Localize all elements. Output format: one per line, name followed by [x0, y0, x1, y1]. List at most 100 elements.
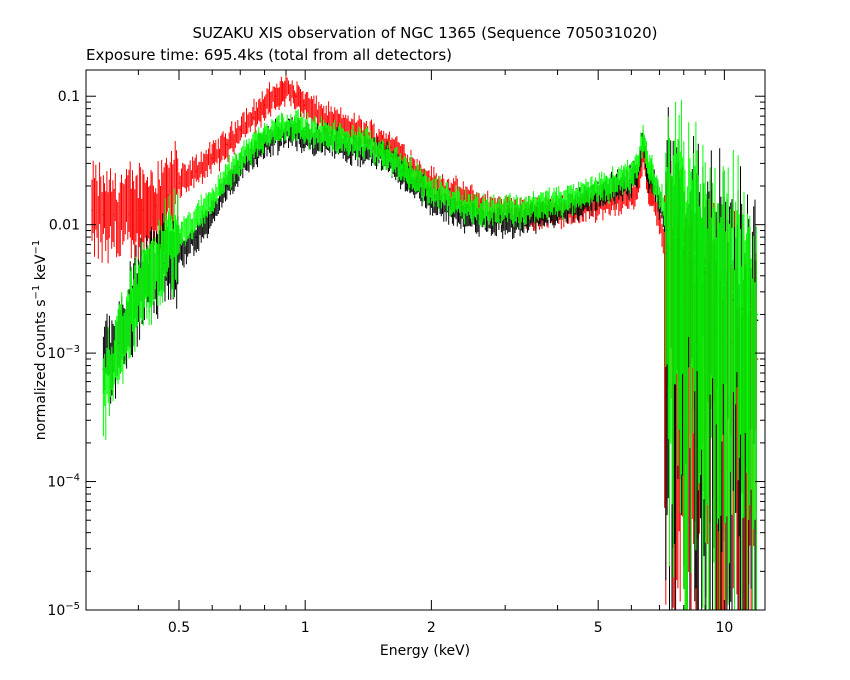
data-point	[521, 218, 524, 221]
y-axis-label: normalized counts s−1 keV−1	[31, 240, 49, 441]
data-point	[478, 205, 480, 207]
data-point	[723, 284, 726, 286]
data-point	[504, 209, 507, 211]
data-point	[365, 149, 368, 151]
x-tick-label: 0.5	[168, 620, 190, 636]
data-point	[226, 185, 228, 187]
plot-frame	[85, 69, 766, 611]
data-point	[352, 140, 354, 142]
y-axis-label-exp1: −1	[31, 285, 42, 300]
y-tick-label: 10−3	[47, 344, 80, 362]
data-point	[226, 175, 228, 177]
data-point	[163, 252, 165, 254]
data-point	[118, 352, 120, 354]
data-point	[756, 319, 759, 322]
data-point	[658, 194, 661, 196]
chart-subtitle: Exposure time: 695.4ks (total from all d…	[86, 46, 452, 64]
data-point	[666, 218, 668, 221]
data-point	[285, 123, 287, 126]
data-point	[378, 149, 380, 151]
data-point	[756, 358, 759, 360]
data-point	[636, 166, 639, 168]
data-point	[521, 209, 524, 211]
y-tick-label: 0.1	[58, 89, 80, 105]
data-point	[263, 136, 266, 138]
data-point	[463, 205, 466, 207]
data-point	[321, 116, 324, 119]
data-point	[365, 143, 368, 146]
data-point	[239, 128, 242, 131]
data-point	[102, 391, 105, 393]
data-point	[421, 182, 423, 185]
data-point	[252, 116, 254, 119]
data-point	[556, 201, 559, 203]
data-point	[378, 140, 380, 142]
data-point	[295, 95, 297, 97]
data-point	[447, 197, 450, 200]
data-point	[166, 194, 169, 196]
data-point	[630, 172, 633, 175]
data-point	[714, 275, 716, 277]
data-point	[142, 209, 144, 211]
data-point	[740, 301, 743, 303]
x-tick-label: 2	[427, 620, 436, 636]
x-tick-label: 10	[715, 620, 733, 636]
data-point	[304, 128, 307, 131]
data-point	[113, 213, 115, 216]
y-tick-label: 0.01	[49, 218, 80, 234]
data-point	[478, 209, 480, 211]
data-point	[390, 146, 392, 149]
data-point	[590, 191, 592, 193]
x-axis-label: Energy (keV)	[380, 643, 470, 659]
data-point	[756, 313, 759, 316]
x-tick-label: 1	[301, 620, 310, 636]
data-point	[694, 252, 696, 254]
data-point	[604, 185, 607, 187]
y-tick-label: 10−4	[47, 473, 80, 491]
data-point	[137, 291, 140, 293]
data-point	[321, 134, 324, 136]
series-2	[102, 100, 759, 610]
x-tick-label: 5	[594, 620, 603, 636]
data-point	[642, 152, 644, 154]
data-point	[673, 236, 676, 238]
series-0-errorbars	[91, 74, 757, 610]
data-point	[274, 128, 277, 131]
data-point	[647, 166, 650, 168]
data-point	[195, 170, 198, 173]
data-point	[618, 185, 620, 187]
data-point	[574, 197, 576, 200]
data-point	[749, 308, 751, 310]
data-point	[618, 179, 620, 182]
data-point	[704, 264, 706, 267]
y-axis-label-exp2: −1	[31, 240, 42, 255]
data-point	[102, 213, 105, 216]
data-point	[636, 188, 639, 190]
data-point	[411, 175, 414, 177]
series-0	[91, 74, 759, 610]
data-point	[295, 125, 297, 128]
y-axis-label-base: normalized counts s	[33, 299, 49, 440]
data-point	[663, 252, 666, 254]
data-point	[263, 143, 266, 146]
data-point	[178, 236, 180, 238]
data-point	[150, 275, 153, 277]
y-axis-label-mid: keV	[33, 254, 49, 285]
ticks-layer: 0.5 1 2 5 10 0.1 0.01 10−3 10−4 10−5	[47, 70, 765, 636]
data-point	[285, 90, 287, 92]
data-point	[390, 157, 392, 159]
data-point	[304, 104, 307, 107]
data-point	[239, 159, 242, 161]
data-point	[430, 191, 433, 193]
data-point	[337, 137, 340, 140]
data-point	[295, 134, 297, 136]
data-point	[491, 209, 494, 211]
data-point	[211, 213, 213, 216]
data-point	[252, 146, 254, 149]
data-point	[274, 95, 277, 97]
data-point	[537, 205, 540, 207]
data-point	[732, 291, 735, 293]
data-point	[463, 197, 466, 200]
data-point	[401, 155, 403, 158]
